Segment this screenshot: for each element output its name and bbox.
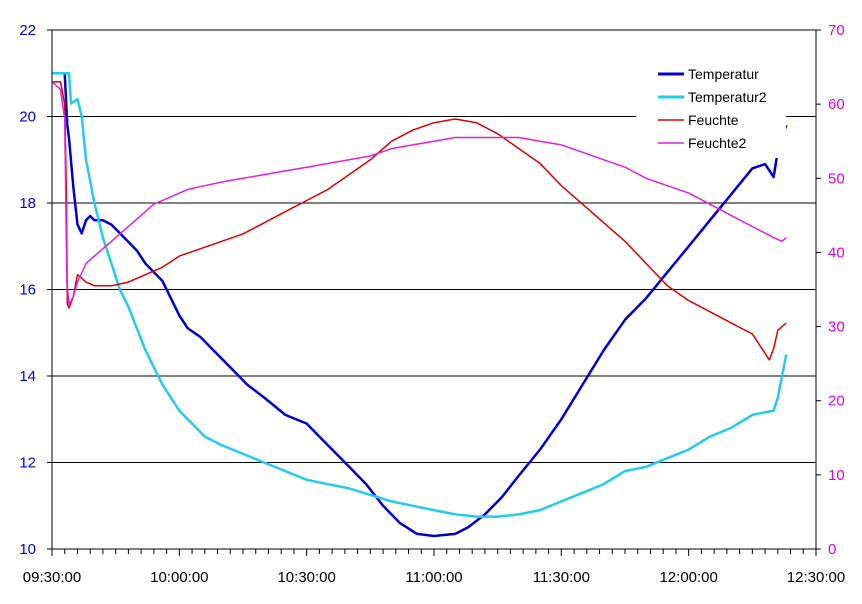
axes: 10 12 14 16 18 20 22 0 10 20 30 40 50 60 70 09:30:00 10:… — [19, 22, 845, 586]
legend: Temperatur Temperatur2 Feuchte Feuchte2 — [636, 62, 786, 158]
y-tick-label-right: 70 — [828, 22, 845, 39]
legend-entry: Temperatur — [688, 66, 759, 82]
y-tick-label-left: 12 — [19, 455, 36, 472]
x-tick-label: 10:30:00 — [277, 569, 335, 586]
x-tick-label: 12:00:00 — [659, 569, 717, 586]
y-tick-label-left: 16 — [19, 282, 36, 299]
gridlines — [52, 29, 816, 463]
legend-box — [636, 62, 786, 158]
series-feuchte-line — [52, 81, 787, 361]
y-tick-label-left: 10 — [19, 541, 36, 558]
y-tick-label-left: 22 — [19, 22, 36, 39]
series-lines — [51, 72, 788, 538]
series-temperatur2-line — [52, 72, 788, 518]
y-tick-label-right: 20 — [828, 393, 845, 410]
y-tick-label-left: 20 — [19, 109, 36, 126]
x-tick-label: 11:00:00 — [405, 569, 462, 586]
y-tick-label-right: 60 — [828, 96, 845, 113]
y-tick-label-left: 14 — [19, 368, 36, 385]
series-feuchte2-line — [51, 81, 787, 306]
x-tick-label: 12:30:00 — [787, 569, 845, 586]
x-tick-label: 10:00:00 — [150, 569, 208, 586]
legend-entry: Feuchte2 — [688, 135, 747, 151]
y-tick-label-right: 0 — [828, 541, 836, 558]
legend-entry: Feuchte — [688, 112, 739, 128]
y-tick-label-left: 18 — [19, 195, 36, 212]
y-tick-label-right: 50 — [828, 170, 845, 187]
x-tick-label: 09:30:00 — [23, 569, 81, 586]
series-temperatur-line — [52, 72, 788, 538]
y-tick-label-right: 10 — [828, 467, 845, 484]
legend-entry: Temperatur2 — [688, 89, 767, 105]
y-tick-label-right: 30 — [828, 319, 845, 336]
x-tick-label: 11:30:00 — [533, 569, 590, 586]
y-tick-label-right: 40 — [828, 244, 845, 261]
